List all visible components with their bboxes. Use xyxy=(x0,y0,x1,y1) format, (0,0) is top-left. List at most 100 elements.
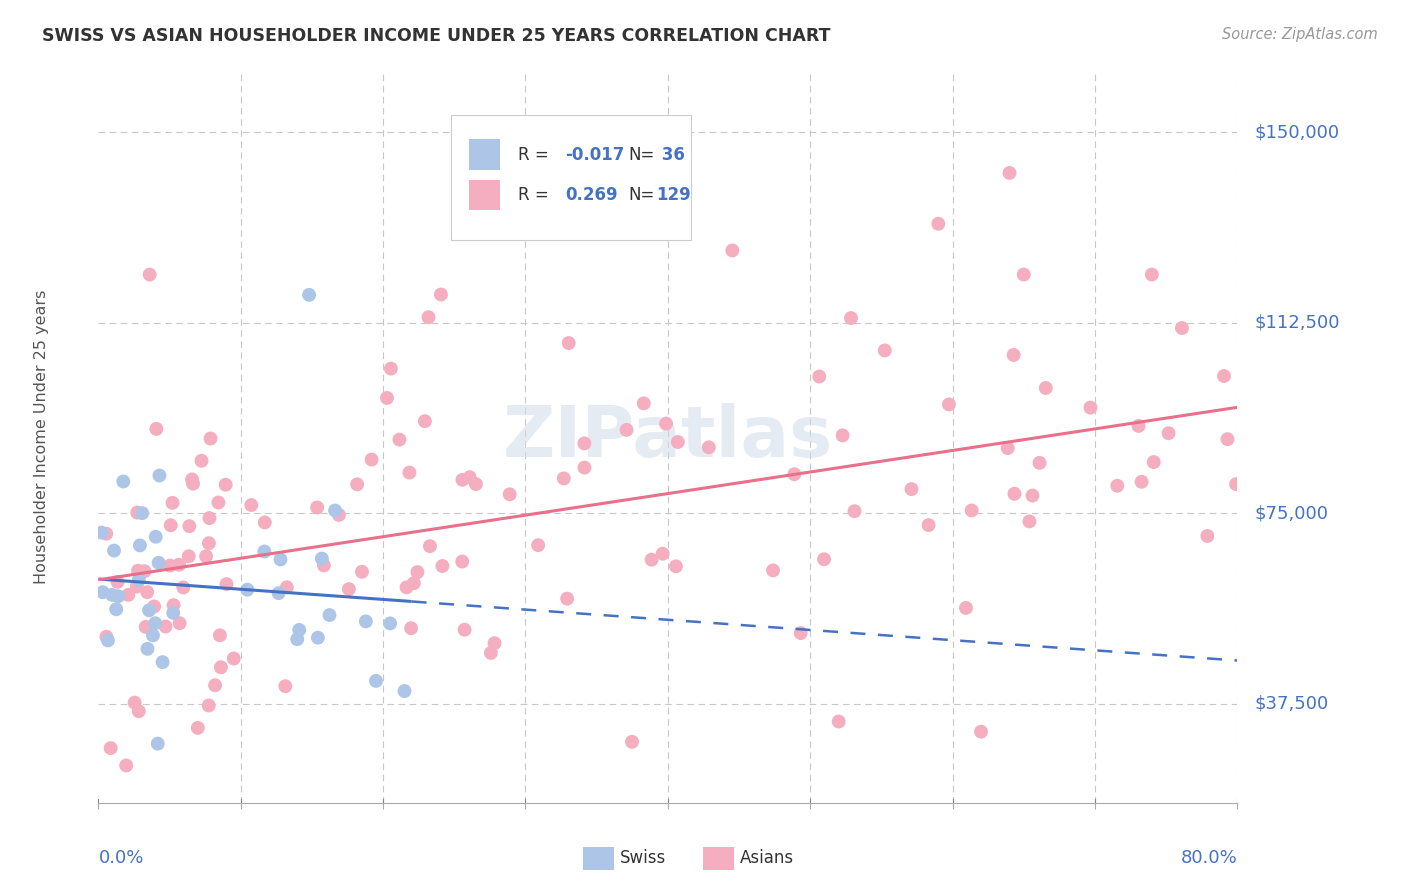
Point xyxy=(413,414,436,428)
Text: 0.269: 0.269 xyxy=(565,186,619,204)
Point xyxy=(159,518,181,533)
Point xyxy=(253,516,276,530)
Point xyxy=(955,601,977,615)
Point xyxy=(553,471,575,485)
Point xyxy=(143,599,166,614)
Point xyxy=(616,423,638,437)
Point xyxy=(1107,479,1129,493)
Point xyxy=(997,441,1019,455)
Point xyxy=(1012,268,1035,282)
Point xyxy=(208,628,231,642)
Point xyxy=(162,598,184,612)
Point xyxy=(198,536,221,550)
Text: $150,000: $150,000 xyxy=(1254,123,1340,141)
Point xyxy=(204,678,226,692)
Point xyxy=(360,452,382,467)
Point xyxy=(97,633,120,648)
Point xyxy=(270,552,292,566)
Point xyxy=(831,428,853,442)
Point xyxy=(574,460,596,475)
Point xyxy=(124,696,146,710)
Point xyxy=(134,564,156,578)
Point xyxy=(1225,477,1247,491)
Point xyxy=(960,503,983,517)
Point xyxy=(274,679,297,693)
Point xyxy=(1128,418,1150,433)
Point xyxy=(135,620,157,634)
Point xyxy=(222,651,245,665)
Point xyxy=(1080,401,1102,415)
Point xyxy=(312,558,335,573)
Point xyxy=(917,518,939,533)
Bar xyxy=(468,179,501,211)
Text: SWISS VS ASIAN HOUSEHOLDER INCOME UNDER 25 YEARS CORRELATION CHART: SWISS VS ASIAN HOUSEHOLDER INCOME UNDER … xyxy=(42,27,831,45)
Point xyxy=(1216,432,1239,446)
Point xyxy=(207,495,229,509)
Point xyxy=(328,508,350,522)
Text: 80.0%: 80.0% xyxy=(1181,848,1237,866)
Text: Householder Income Under 25 years: Householder Income Under 25 years xyxy=(34,290,49,584)
Point xyxy=(117,588,139,602)
Point xyxy=(1197,529,1219,543)
Point xyxy=(128,704,150,718)
Point xyxy=(346,477,368,491)
Point xyxy=(96,526,118,541)
Point xyxy=(107,589,129,603)
Point xyxy=(125,580,148,594)
Point xyxy=(115,758,138,772)
Point xyxy=(458,470,481,484)
Point xyxy=(138,268,160,282)
Point xyxy=(697,440,720,454)
Point xyxy=(839,311,862,326)
Point xyxy=(285,632,308,647)
Point xyxy=(90,525,112,540)
Text: R =: R = xyxy=(517,186,558,204)
Point xyxy=(179,519,201,533)
Point xyxy=(762,563,785,577)
Point xyxy=(655,417,678,431)
Point xyxy=(453,623,475,637)
Point xyxy=(107,574,129,589)
Point xyxy=(96,630,118,644)
Point xyxy=(1002,487,1025,501)
Point xyxy=(721,244,744,258)
Point xyxy=(145,530,167,544)
Point xyxy=(873,343,896,358)
Point xyxy=(105,602,128,616)
Point xyxy=(197,698,219,713)
Point xyxy=(1143,455,1166,469)
Point xyxy=(399,621,422,635)
Point xyxy=(432,559,454,574)
Point xyxy=(318,608,340,623)
Point xyxy=(789,626,811,640)
Point xyxy=(253,544,276,558)
Text: -0.017: -0.017 xyxy=(565,145,624,164)
Point xyxy=(1018,515,1040,529)
Point xyxy=(451,555,474,569)
Text: ZIPatlas: ZIPatlas xyxy=(503,402,832,472)
Point xyxy=(311,551,333,566)
Text: Asians: Asians xyxy=(740,849,793,867)
Point xyxy=(200,432,222,446)
Point xyxy=(214,477,236,491)
Point xyxy=(128,573,150,587)
Point xyxy=(169,616,191,631)
Point xyxy=(103,543,125,558)
Point xyxy=(288,623,311,637)
Point xyxy=(190,454,212,468)
Point xyxy=(375,391,398,405)
Point xyxy=(1028,456,1050,470)
Point xyxy=(307,631,329,645)
Point xyxy=(665,559,688,574)
Point xyxy=(195,549,218,564)
Point xyxy=(155,619,177,633)
Point xyxy=(136,585,159,599)
Point xyxy=(145,422,167,436)
Text: R =: R = xyxy=(517,145,554,164)
Point xyxy=(298,288,321,302)
Point xyxy=(127,564,149,578)
Text: 129: 129 xyxy=(657,186,692,204)
Bar xyxy=(468,139,501,170)
Point xyxy=(927,217,949,231)
Point xyxy=(236,582,259,597)
